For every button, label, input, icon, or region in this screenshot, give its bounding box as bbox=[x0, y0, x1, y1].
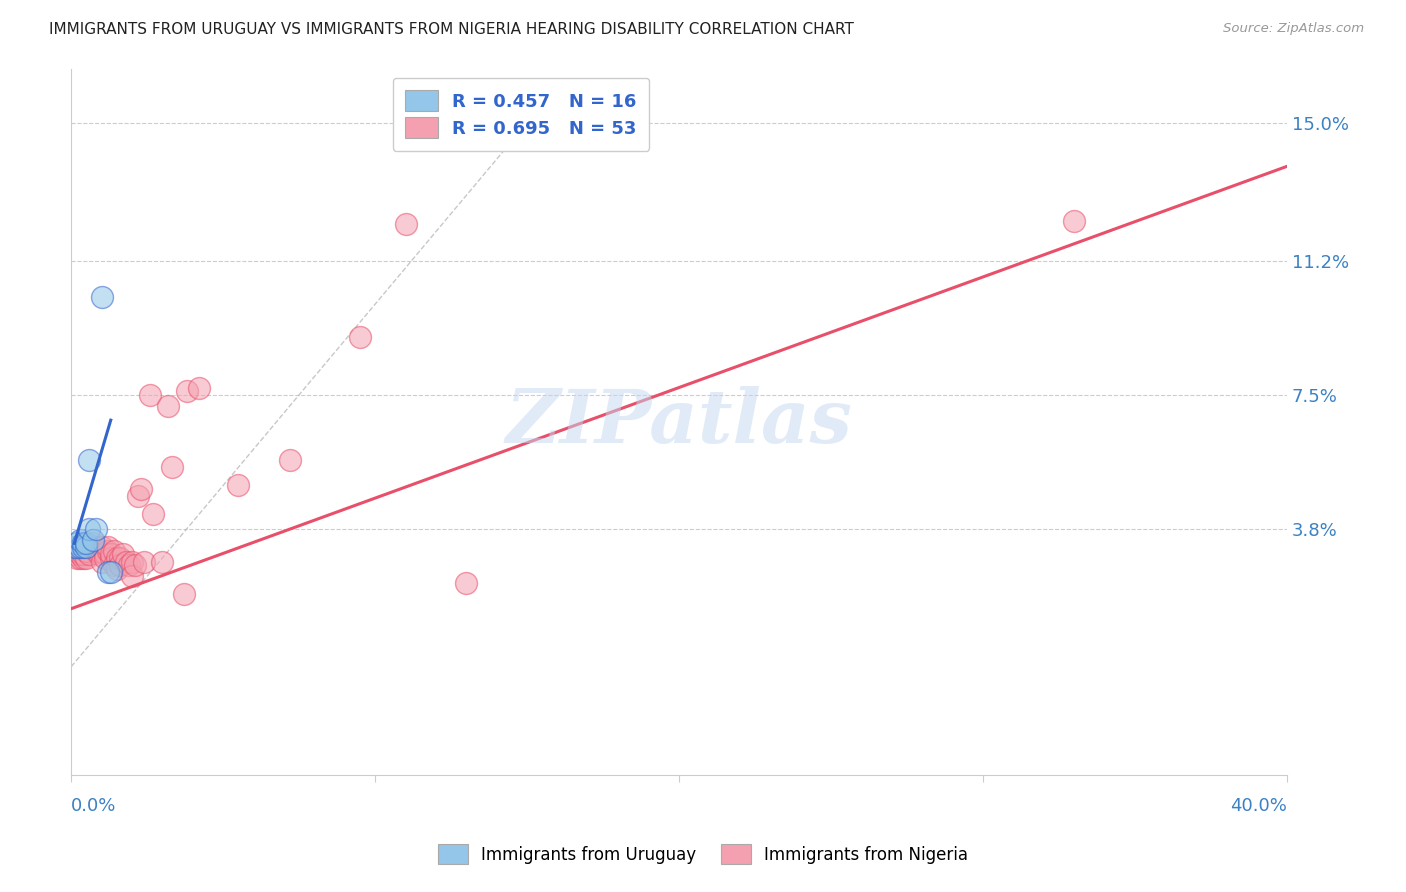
Point bbox=[69, 547, 91, 561]
Point bbox=[121, 569, 143, 583]
Point bbox=[157, 399, 180, 413]
Point bbox=[93, 547, 115, 561]
Text: 40.0%: 40.0% bbox=[1230, 797, 1286, 815]
Point bbox=[66, 543, 89, 558]
Point bbox=[118, 558, 141, 573]
Point bbox=[72, 547, 94, 561]
Y-axis label: Hearing Disability: Hearing Disability bbox=[0, 348, 8, 496]
Point bbox=[111, 547, 134, 561]
Point bbox=[72, 550, 94, 565]
Point bbox=[84, 522, 107, 536]
Point bbox=[93, 550, 115, 565]
Point bbox=[66, 550, 89, 565]
Point bbox=[66, 540, 89, 554]
Point bbox=[97, 540, 120, 554]
Point bbox=[228, 478, 250, 492]
Point bbox=[142, 508, 165, 522]
Point bbox=[84, 540, 107, 554]
Point bbox=[82, 536, 104, 550]
Point bbox=[100, 550, 122, 565]
Point bbox=[69, 550, 91, 565]
Point bbox=[129, 482, 152, 496]
Point bbox=[90, 540, 112, 554]
Point bbox=[160, 460, 183, 475]
Point bbox=[152, 555, 174, 569]
Point bbox=[79, 453, 101, 467]
Legend: Immigrants from Uruguay, Immigrants from Nigeria: Immigrants from Uruguay, Immigrants from… bbox=[430, 838, 976, 871]
Point bbox=[75, 550, 97, 565]
Point bbox=[124, 558, 146, 573]
Point bbox=[456, 576, 478, 591]
Point bbox=[82, 540, 104, 554]
Point bbox=[75, 540, 97, 554]
Point bbox=[1063, 214, 1085, 228]
Point bbox=[79, 547, 101, 561]
Text: ZIPatlas: ZIPatlas bbox=[506, 385, 852, 458]
Point bbox=[105, 562, 128, 576]
Point bbox=[134, 555, 156, 569]
Text: Source: ZipAtlas.com: Source: ZipAtlas.com bbox=[1223, 22, 1364, 36]
Point bbox=[63, 547, 86, 561]
Point bbox=[394, 218, 416, 232]
Point bbox=[103, 543, 125, 558]
Text: 0.0%: 0.0% bbox=[72, 797, 117, 815]
Point bbox=[278, 453, 301, 467]
Point bbox=[69, 533, 91, 547]
Point bbox=[69, 540, 91, 554]
Point bbox=[75, 536, 97, 550]
Point bbox=[105, 550, 128, 565]
Point bbox=[108, 558, 131, 573]
Point bbox=[103, 558, 125, 573]
Point bbox=[90, 290, 112, 304]
Point bbox=[121, 555, 143, 569]
Point bbox=[97, 566, 120, 580]
Point bbox=[72, 540, 94, 554]
Point bbox=[108, 550, 131, 565]
Point bbox=[349, 330, 371, 344]
Point bbox=[63, 540, 86, 554]
Text: IMMIGRANTS FROM URUGUAY VS IMMIGRANTS FROM NIGERIA HEARING DISABILITY CORRELATIO: IMMIGRANTS FROM URUGUAY VS IMMIGRANTS FR… bbox=[49, 22, 853, 37]
Legend: R = 0.457   N = 16, R = 0.695   N = 53: R = 0.457 N = 16, R = 0.695 N = 53 bbox=[392, 78, 650, 151]
Point bbox=[100, 547, 122, 561]
Point bbox=[173, 587, 195, 601]
Point bbox=[87, 543, 110, 558]
Point bbox=[100, 566, 122, 580]
Point bbox=[72, 536, 94, 550]
Point bbox=[66, 536, 89, 550]
Point bbox=[82, 533, 104, 547]
Point bbox=[87, 547, 110, 561]
Point bbox=[97, 543, 120, 558]
Point bbox=[84, 543, 107, 558]
Point bbox=[79, 522, 101, 536]
Point bbox=[75, 543, 97, 558]
Point bbox=[176, 384, 198, 399]
Point bbox=[187, 380, 209, 394]
Point bbox=[127, 489, 149, 503]
Point bbox=[139, 388, 162, 402]
Point bbox=[90, 555, 112, 569]
Point bbox=[115, 555, 138, 569]
